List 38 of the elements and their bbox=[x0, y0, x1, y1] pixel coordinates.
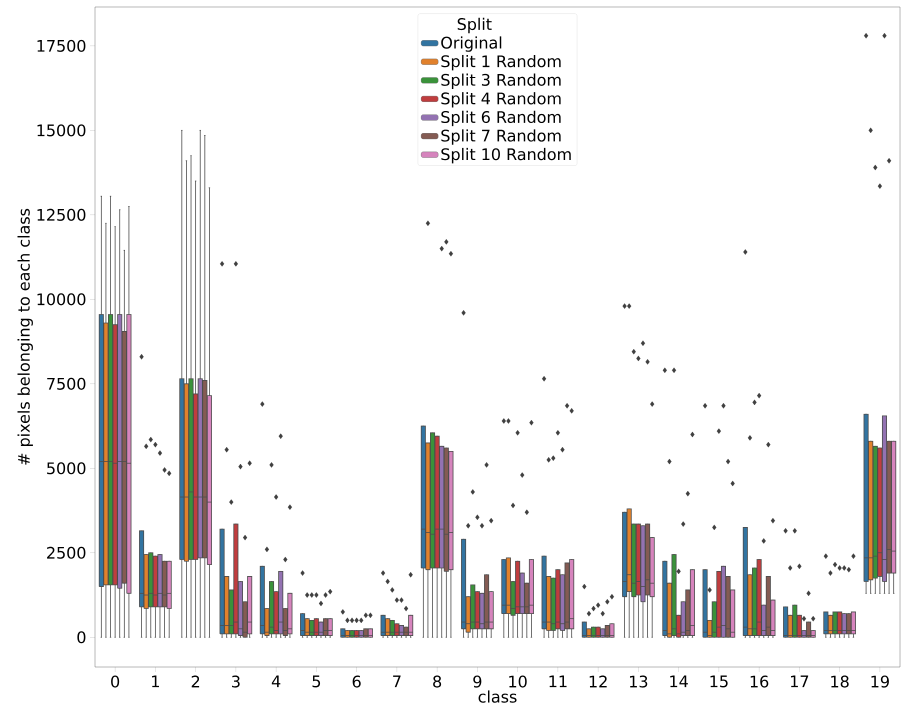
x-tick-label: 0 bbox=[111, 676, 120, 688]
x-tick-label: 17 bbox=[790, 676, 808, 688]
legend-label: Original bbox=[441, 36, 502, 52]
x-tick-label: 5 bbox=[312, 676, 320, 688]
y-tick-label: 17500 bbox=[38, 40, 86, 52]
legend-label: Split 3 Random bbox=[441, 74, 561, 89]
x-tick-label: 13 bbox=[630, 676, 648, 688]
x-tick-label: 15 bbox=[710, 676, 728, 688]
legend-label: Split 10 Random bbox=[441, 148, 571, 164]
x-tick-label: 2 bbox=[192, 676, 200, 688]
x-tick-label: 10 bbox=[509, 676, 527, 688]
y-tick-label: 10000 bbox=[38, 293, 86, 306]
x-tick-label: 19 bbox=[871, 676, 889, 688]
y-axis-title: # pixels belonging to each class bbox=[18, 208, 33, 465]
legend-label: Split 7 Random bbox=[441, 129, 561, 145]
x-tick-label: 12 bbox=[590, 676, 607, 688]
x-tick-label: 16 bbox=[750, 676, 768, 688]
y-tick-label: 2500 bbox=[47, 546, 86, 559]
y-tick-label: 5000 bbox=[47, 462, 86, 474]
x-tick-label: 11 bbox=[549, 676, 567, 688]
x-tick-label: 9 bbox=[473, 676, 482, 688]
x-tick-label: 6 bbox=[352, 676, 361, 688]
x-tick-label: 3 bbox=[232, 676, 240, 688]
x-tick-label: 7 bbox=[393, 676, 401, 688]
x-tick-label: 14 bbox=[670, 676, 688, 688]
x-tick-label: 18 bbox=[831, 676, 849, 688]
y-tick-label: 15000 bbox=[38, 124, 86, 136]
y-tick-label: 12500 bbox=[38, 208, 86, 221]
y-tick-label: 7500 bbox=[47, 378, 86, 390]
legend-label: Split 4 Random bbox=[441, 92, 561, 108]
x-tick-label: 4 bbox=[272, 676, 280, 688]
legend-label: Split 6 Random bbox=[441, 110, 561, 126]
legend-label: Split 1 Random bbox=[441, 54, 561, 70]
x-axis-title: class bbox=[478, 690, 517, 703]
x-tick-label: 8 bbox=[433, 676, 442, 688]
legend-title: Split bbox=[458, 18, 492, 34]
x-tick-label: 1 bbox=[152, 676, 159, 688]
y-tick-label: 0 bbox=[77, 631, 86, 644]
